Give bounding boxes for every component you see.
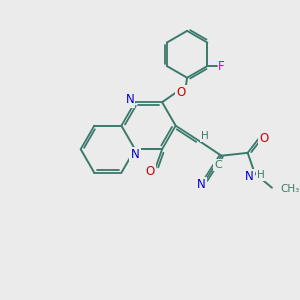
Text: O: O bbox=[146, 165, 155, 178]
Text: N: N bbox=[245, 170, 254, 183]
Text: N: N bbox=[197, 178, 206, 191]
Text: O: O bbox=[177, 86, 186, 99]
Text: O: O bbox=[259, 131, 268, 145]
Text: H: H bbox=[257, 170, 265, 180]
Text: CH₃: CH₃ bbox=[280, 184, 300, 194]
Text: H: H bbox=[201, 131, 209, 141]
Text: N: N bbox=[130, 148, 139, 161]
Text: N: N bbox=[125, 93, 134, 106]
Text: F: F bbox=[218, 59, 224, 73]
Text: C: C bbox=[214, 160, 222, 170]
